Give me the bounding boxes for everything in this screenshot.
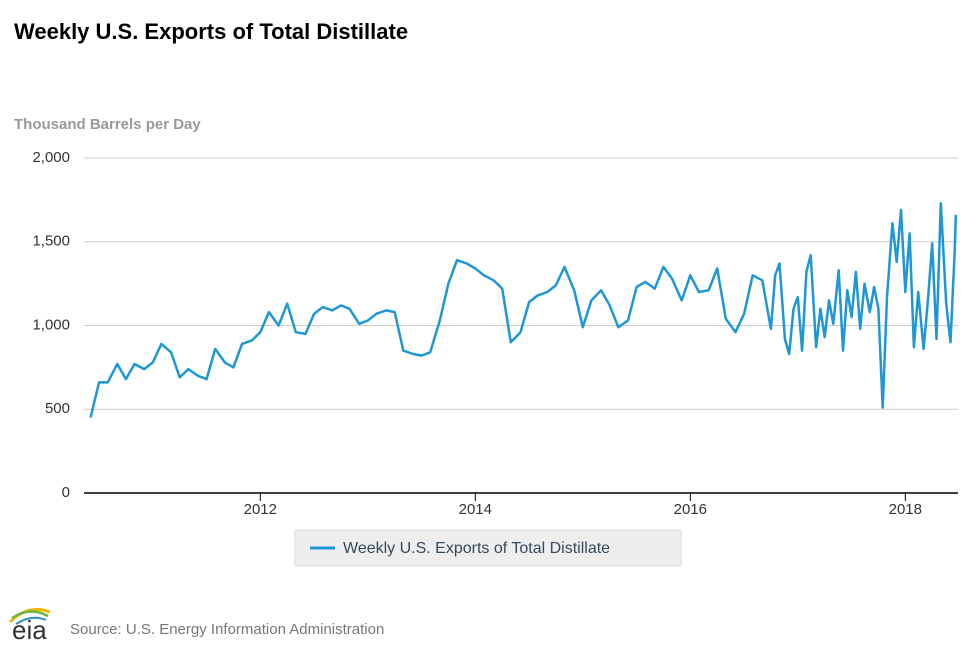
logo-text: eia — [12, 615, 47, 645]
y-axis-title: Thousand Barrels per Day — [14, 116, 201, 133]
x-tick-label: 2012 — [244, 501, 277, 518]
x-tick-label: 2014 — [459, 501, 492, 518]
legend-label: Weekly U.S. Exports of Total Distillate — [343, 540, 610, 557]
x-tick-label: 2016 — [674, 501, 707, 518]
legend-box — [294, 529, 682, 567]
source-note: Source: U.S. Energy Information Administ… — [70, 621, 384, 638]
data-line — [89, 201, 958, 418]
chart-title: Weekly U.S. Exports of Total Distillate — [14, 19, 408, 44]
y-tick-label: 1,500 — [32, 233, 70, 250]
y-tick-label: 0 — [62, 484, 70, 501]
logo: eia — [8, 608, 51, 645]
x-tick-label: 2018 — [889, 501, 922, 518]
y-tick-label: 500 — [45, 400, 70, 417]
y-tick-label: 1,000 — [32, 316, 70, 333]
y-tick-label: 2,000 — [32, 149, 70, 166]
